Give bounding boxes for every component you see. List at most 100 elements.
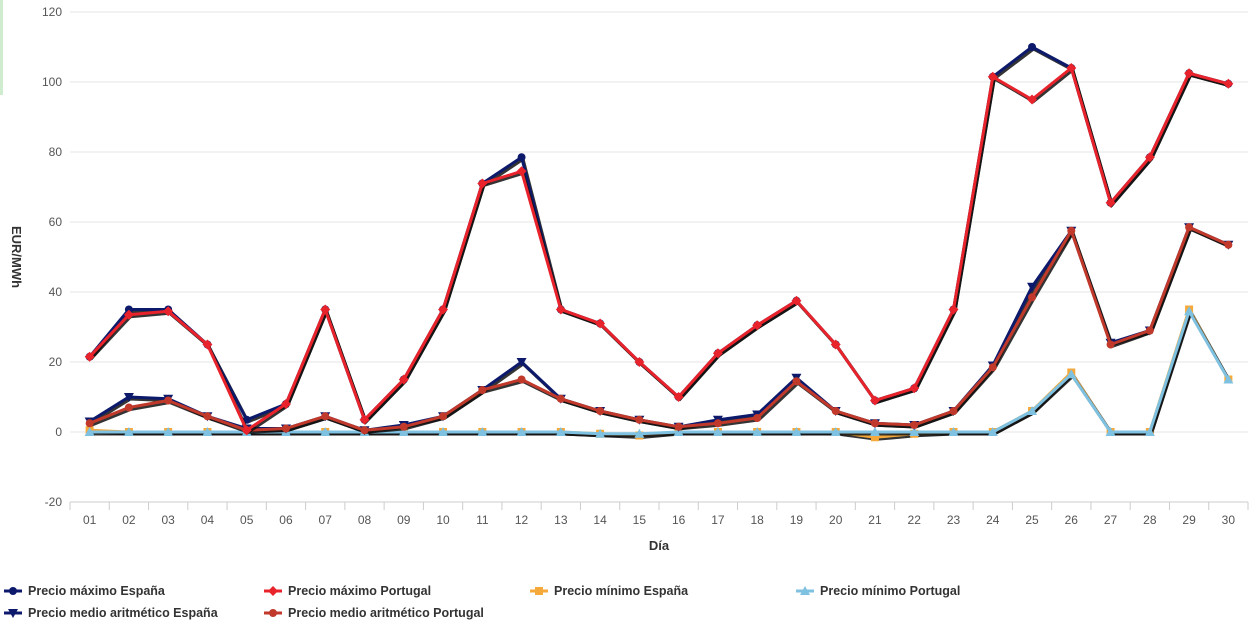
x-tick-label: 14 — [593, 513, 607, 527]
data-point — [635, 415, 644, 424]
data-point — [596, 407, 605, 415]
data-point — [830, 339, 841, 350]
data-point — [792, 377, 801, 386]
series-5 — [85, 223, 1233, 435]
data-point — [123, 427, 134, 436]
data-point — [1106, 340, 1115, 349]
x-tick-label: 06 — [279, 513, 293, 527]
legend-marker — [269, 609, 277, 617]
y-tick-label: 120 — [42, 5, 62, 19]
legend-marker — [535, 587, 543, 595]
data-point — [202, 427, 213, 436]
x-tick-label: 21 — [868, 513, 882, 527]
data-point — [1185, 223, 1194, 232]
chart-legend: Precio máximo España Precio máximo Portug… — [0, 580, 1000, 626]
data-point — [163, 306, 174, 317]
data-point — [791, 427, 802, 436]
data-point — [359, 414, 370, 425]
data-point — [555, 427, 566, 436]
y-tick-label: 60 — [49, 215, 63, 229]
data-point — [320, 304, 331, 315]
legend-label: Precio mínimo Portugal — [820, 584, 961, 598]
legend-item[interactable]: Precio medio aritmético España — [4, 604, 218, 622]
data-point — [673, 392, 684, 402]
data-point — [281, 424, 290, 433]
data-point — [830, 427, 841, 436]
x-tick-label: 02 — [122, 513, 136, 527]
x-tick-label: 01 — [83, 513, 97, 527]
series-line — [89, 225, 1230, 432]
data-point — [712, 348, 723, 359]
data-point — [752, 320, 763, 331]
data-point — [1224, 240, 1233, 249]
data-point — [869, 395, 880, 406]
data-point — [203, 412, 212, 421]
x-tick-label: 22 — [908, 513, 922, 527]
data-point — [869, 427, 880, 436]
x-tick-label: 29 — [1182, 513, 1196, 527]
data-point — [1144, 152, 1155, 163]
x-tick-label: 17 — [711, 513, 725, 527]
series-line-shadow — [89, 47, 1231, 425]
y-axis-title: EUR/MWh — [9, 226, 24, 288]
legend-label: Precio máximo Portugal — [288, 584, 432, 598]
legend-marker — [268, 586, 278, 596]
x-tick-label: 09 — [397, 513, 411, 527]
chart-axes: -20 0 20 40 60 80 100 120 01 02 03 04 05 06 07 08 09 10 11… — [42, 5, 1249, 527]
data-point — [124, 305, 133, 314]
data-point — [123, 393, 134, 402]
data-point — [399, 422, 408, 431]
x-tick-label: 10 — [436, 513, 450, 527]
data-point — [1184, 68, 1195, 79]
series-0 — [85, 43, 1233, 425]
data-point — [478, 386, 487, 394]
data-point — [1027, 406, 1038, 415]
legend-marker — [9, 587, 17, 595]
data-point — [909, 427, 920, 436]
data-point — [948, 427, 959, 436]
data-point — [1067, 226, 1076, 235]
legend-item[interactable]: Precio máximo Portugal — [264, 582, 431, 600]
data-point — [280, 399, 291, 409]
data-point — [124, 403, 133, 412]
legend-item[interactable]: Precio máximo España — [4, 582, 165, 600]
data-point — [556, 394, 565, 403]
series-1 — [84, 63, 1234, 436]
data-point — [320, 427, 331, 436]
legend-marker — [800, 586, 810, 595]
x-tick-label: 08 — [358, 513, 372, 527]
data-point — [164, 396, 173, 405]
legend-item[interactable]: Precio mínimo España — [530, 582, 688, 600]
legend-swatch — [264, 609, 282, 617]
data-point — [84, 351, 95, 362]
series-line-shadow — [90, 227, 1231, 434]
legend-swatch — [4, 587, 22, 595]
y-tick-label: 80 — [49, 145, 63, 159]
x-tick-label: 13 — [554, 513, 568, 527]
legend-item[interactable]: Precio medio aritmético Portugal — [264, 604, 484, 622]
legend-swatch — [796, 586, 814, 595]
x-tick-label: 24 — [986, 513, 1000, 527]
data-point — [870, 433, 879, 442]
data-point — [634, 357, 645, 367]
data-point — [398, 374, 409, 385]
x-tick-label: 15 — [633, 513, 647, 527]
x-tick-label: 11 — [476, 513, 489, 527]
series-line — [88, 45, 1229, 422]
series-2 — [85, 305, 1233, 442]
data-point — [1223, 78, 1234, 89]
data-point — [241, 425, 252, 436]
y-tick-label: 0 — [55, 425, 62, 439]
data-point — [1028, 293, 1037, 302]
data-point — [438, 427, 449, 436]
legend-label: Precio medio aritmético Portugal — [288, 606, 484, 620]
series-line-shadow — [91, 309, 1232, 438]
data-point — [517, 153, 526, 162]
data-point — [595, 428, 606, 438]
x-tick-label: 07 — [319, 513, 333, 527]
data-point — [910, 421, 919, 429]
data-point — [439, 412, 448, 421]
x-tick-label: 20 — [829, 513, 843, 527]
data-point — [949, 407, 958, 415]
legend-item[interactable]: Precio mínimo Portugal — [796, 582, 960, 600]
